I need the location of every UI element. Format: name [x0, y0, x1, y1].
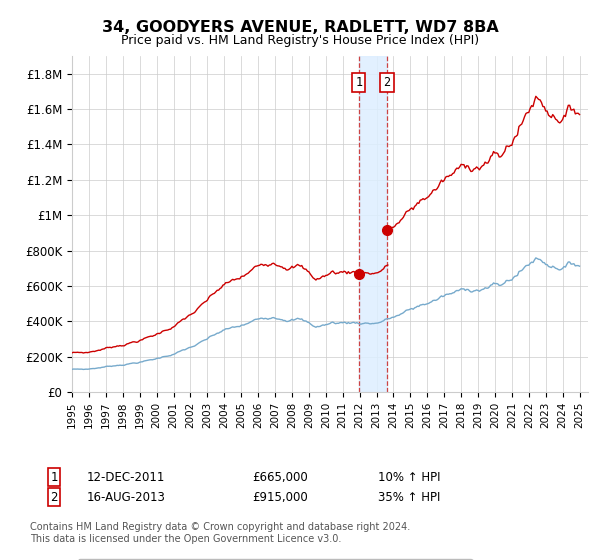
Text: £665,000: £665,000: [252, 470, 308, 484]
Text: 35% ↑ HPI: 35% ↑ HPI: [378, 491, 440, 504]
Text: 10% ↑ HPI: 10% ↑ HPI: [378, 470, 440, 484]
Text: 34, GOODYERS AVENUE, RADLETT, WD7 8BA: 34, GOODYERS AVENUE, RADLETT, WD7 8BA: [101, 20, 499, 35]
Text: 2: 2: [383, 76, 391, 89]
Text: 2: 2: [50, 491, 58, 504]
Legend: 34, GOODYERS AVENUE, RADLETT, WD7 8BA (detached house), HPI: Average price, deta: 34, GOODYERS AVENUE, RADLETT, WD7 8BA (d…: [77, 559, 473, 560]
Text: Contains HM Land Registry data © Crown copyright and database right 2024.
This d: Contains HM Land Registry data © Crown c…: [30, 522, 410, 544]
Bar: [359, 56, 387, 392]
Text: 12-DEC-2011: 12-DEC-2011: [87, 470, 166, 484]
Text: 1: 1: [50, 470, 58, 484]
Text: Price paid vs. HM Land Registry's House Price Index (HPI): Price paid vs. HM Land Registry's House …: [121, 34, 479, 46]
Text: 1: 1: [355, 76, 362, 89]
Text: £915,000: £915,000: [252, 491, 308, 504]
Text: 16-AUG-2013: 16-AUG-2013: [87, 491, 166, 504]
